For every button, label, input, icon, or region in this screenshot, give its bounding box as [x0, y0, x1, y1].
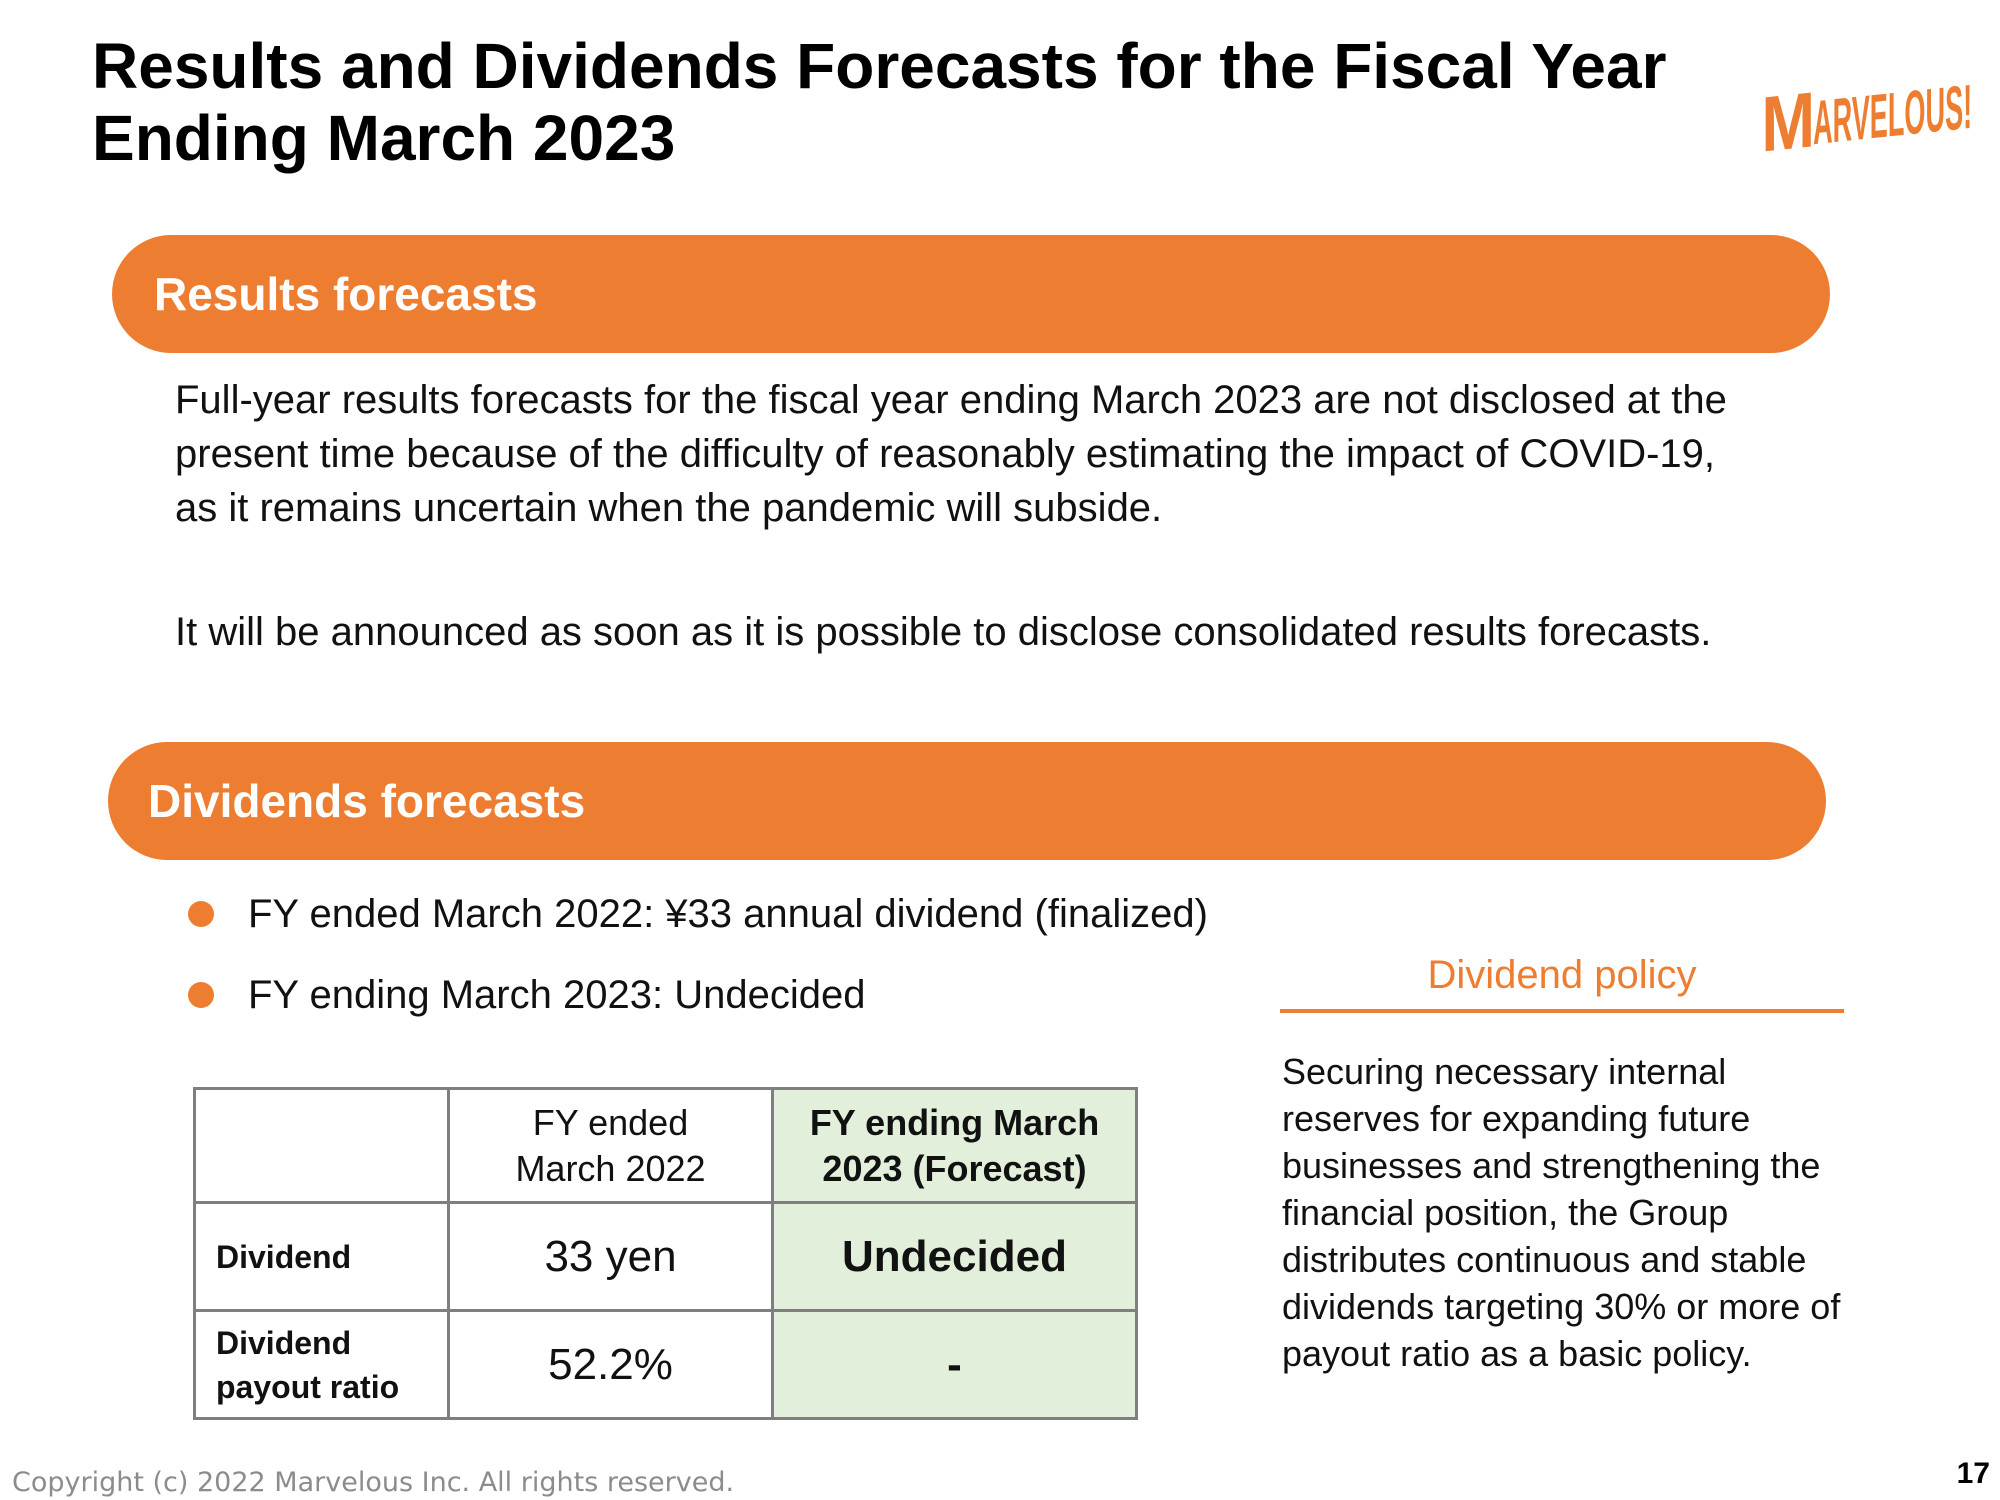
dividend-table: FY ended March 2022 FY ending March 2023…: [193, 1087, 1138, 1420]
dividend-policy-text: Securing necessary internal reserves for…: [1282, 1051, 1841, 1374]
table-row: Dividend 33 yen Undecided: [193, 1201, 1138, 1312]
dividend-bullet-item: FY ended March 2022: ¥33 annual dividend…: [188, 887, 1338, 941]
dividends-forecasts-heading: Dividends forecasts: [108, 742, 1826, 860]
table-header-fy2022: FY ended March 2022: [447, 1087, 774, 1204]
results-paragraph-1: Full-year results forecasts for the fisc…: [175, 378, 1727, 530]
results-forecasts-heading: Results forecasts: [112, 235, 1830, 353]
dividend-bullet-item: FY ending March 2023: Undecided: [188, 968, 1338, 1022]
svg-text:M: M: [1761, 75, 1815, 158]
payout-ratio-fy2022-value: 52.2%: [447, 1309, 774, 1420]
bullet-text: FY ended March 2022: ¥33 annual dividend…: [248, 892, 1208, 936]
payout-ratio-fy2023-value: -: [771, 1309, 1138, 1420]
table-header-row: FY ended March 2022 FY ending March 2023…: [193, 1087, 1138, 1204]
copyright-notice: Copyright (c) 2022 Marvelous Inc. All ri…: [12, 1467, 735, 1498]
marvelous-logo: M ARVELOUS!: [1760, 58, 1985, 158]
table-row: Dividend payout ratio 52.2% -: [193, 1309, 1138, 1420]
row-label-payout-ratio: Dividend payout ratio: [193, 1309, 450, 1420]
table-header-empty: [193, 1087, 450, 1204]
dividend-fy2022-value: 33 yen: [447, 1201, 774, 1312]
dividend-policy-divider: [1280, 1009, 1844, 1013]
results-paragraph-2: It will be announced as soon as it is po…: [175, 610, 1712, 654]
bullet-dot-icon: [188, 982, 214, 1008]
table-header-fy2023: FY ending March 2023 (Forecast): [771, 1087, 1138, 1204]
page-number: 17: [1956, 1457, 1990, 1490]
row-label-dividend: Dividend: [193, 1201, 450, 1312]
dividend-fy2023-value: Undecided: [771, 1201, 1138, 1312]
page-title: Results and Dividends Forecasts for the …: [92, 30, 1667, 174]
bullet-text: FY ending March 2023: Undecided: [248, 973, 866, 1017]
dividend-policy-heading: Dividend policy: [1427, 953, 1697, 997]
svg-text:ARVELOUS!: ARVELOUS!: [1813, 72, 1972, 158]
bullet-dot-icon: [188, 901, 214, 927]
